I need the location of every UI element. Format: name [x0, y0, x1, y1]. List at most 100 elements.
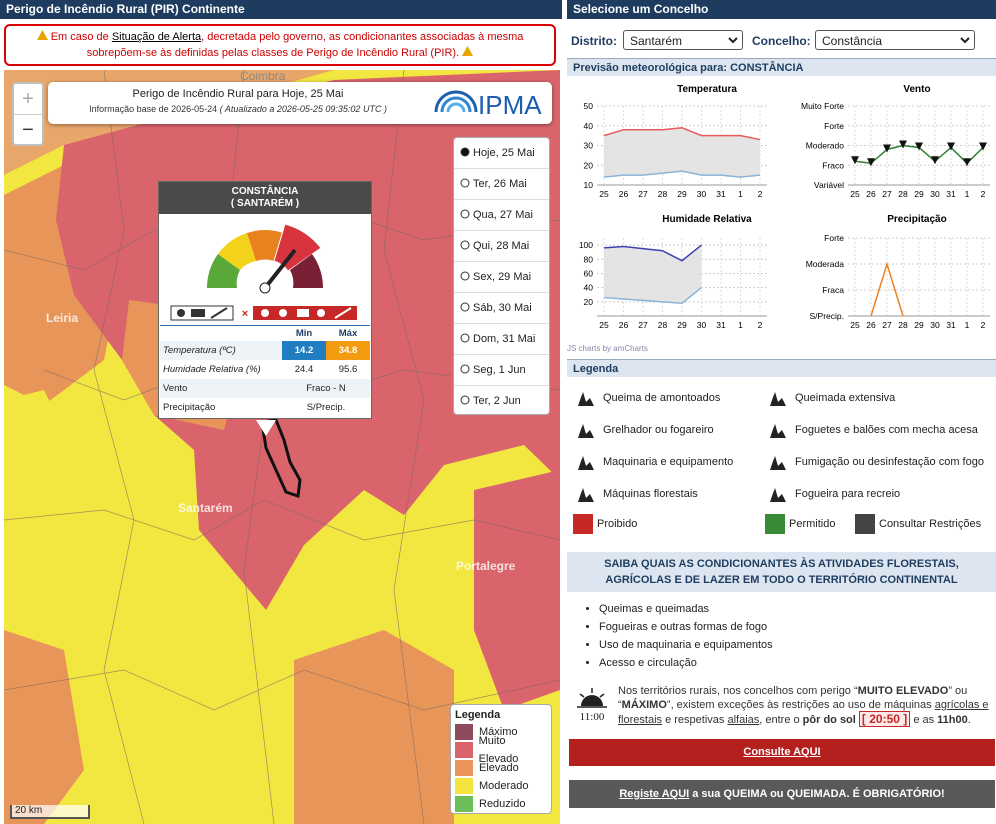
- x-tick-label: 26: [619, 320, 629, 330]
- info-text: Nos territórios rurais, nos concelhos co…: [618, 684, 992, 727]
- info-text-part: , entre o: [759, 714, 803, 726]
- region: [4, 390, 84, 540]
- y-tick-label: Forte: [824, 233, 844, 243]
- x-tick-label: 30: [930, 189, 940, 199]
- info-text-part: ”, existem exceções às restrições ao uso…: [666, 699, 935, 711]
- popup: CONSTÂNCIA( SANTARÉM ) × Min Máx Temperatu…: [158, 181, 372, 419]
- zoom-out[interactable]: −: [22, 119, 34, 141]
- y-tick-label: 100: [579, 240, 593, 250]
- register-button[interactable]: Registe AQUI a sua QUEIMA ou QUEIMADA. É…: [569, 780, 995, 808]
- popup-name: CONSTÂNCIA: [231, 186, 299, 197]
- zoom-control: + −: [12, 82, 44, 146]
- radio: [460, 209, 470, 219]
- day-label: Seg, 1 Jun: [473, 364, 526, 376]
- day-option[interactable]: Dom, 31 Mai: [454, 324, 549, 355]
- day-option[interactable]: Qua, 27 Mai: [454, 200, 549, 231]
- y-tick-label: 20: [584, 297, 594, 307]
- radio: [460, 240, 470, 250]
- selected-county[interactable]: [260, 418, 302, 499]
- day-option[interactable]: Ter, 2 Jun: [454, 386, 549, 417]
- y-tick-label: Moderada: [806, 259, 845, 269]
- alert-link[interactable]: Situação de Alerta: [111, 31, 202, 43]
- y-tick-label: Forte: [824, 121, 844, 131]
- radio-circle: [460, 240, 470, 250]
- legend-icon: [578, 456, 594, 470]
- icon-shape: [770, 424, 786, 438]
- day-label: Dom, 31 Mai: [473, 333, 536, 345]
- icon-shape: [578, 456, 594, 470]
- legend-label: Fumigação ou desinfestação com fogo: [795, 456, 984, 468]
- day-option[interactable]: Qui, 28 Mai: [454, 231, 549, 262]
- zoom-in[interactable]: +: [14, 84, 42, 115]
- day-option[interactable]: Seg, 1 Jun: [454, 355, 549, 386]
- x-tick-label: 1: [965, 320, 970, 330]
- x-tick-label: 27: [882, 189, 892, 199]
- day-option[interactable]: Ter, 26 Mai: [454, 169, 549, 200]
- day-label: Qua, 27 Mai: [473, 209, 533, 221]
- info-base: Informação base de 2026-05-24 ( Atualiza…: [48, 104, 428, 114]
- register-link[interactable]: Registe AQUI: [619, 788, 690, 800]
- legend-swatch: [455, 778, 473, 794]
- radio: [460, 333, 470, 343]
- map-scale: 20 km: [10, 805, 90, 819]
- icon-shape: [578, 424, 594, 438]
- wind-marker: [867, 158, 875, 167]
- info-text-part: e as: [910, 714, 938, 726]
- legend-swatch: [455, 760, 473, 776]
- chart-title: Temperatura: [677, 84, 737, 95]
- radio-circle: [460, 364, 470, 374]
- county-select[interactable]: Constância: [815, 30, 975, 50]
- status-swatch: [855, 514, 875, 534]
- radio: [460, 302, 470, 312]
- legend-header: Legenda: [567, 359, 996, 377]
- series-line: [603, 170, 761, 178]
- icon-shape: [770, 488, 786, 502]
- legend-swatch: [455, 742, 473, 758]
- popup-head-row: Min Máx: [160, 326, 370, 342]
- day-option[interactable]: Sex, 29 Mai: [454, 262, 549, 293]
- popup-row: Vento Fraco - N: [160, 379, 370, 398]
- x-tick-label: 26: [866, 320, 876, 330]
- x-tick-label: 2: [758, 320, 763, 330]
- alert-text: Em caso de: [50, 31, 112, 43]
- info-updated: ( Atualizado a 2026-05-25 09:35:02 UTC ): [219, 104, 387, 114]
- x-tick-label: 28: [898, 320, 908, 330]
- x-tick-label: 30: [930, 320, 940, 330]
- info-title: SAIBA QUAIS AS CONDICIONANTES ÀS ATIVIDA…: [567, 552, 996, 592]
- mini-chart: Humidade Relativa 20 40 60 80 100 25 26 27 28 29 30…: [579, 214, 767, 330]
- legend-label: Moderado: [479, 780, 529, 792]
- day-option[interactable]: Hoje, 25 Mai: [454, 138, 549, 169]
- x-tick-label: 27: [638, 320, 648, 330]
- status-label: Proibido: [597, 518, 638, 530]
- day-label: Sex, 29 Mai: [473, 271, 532, 283]
- y-tick-label: Variável: [814, 180, 844, 190]
- x-tick-label: 25: [599, 189, 609, 199]
- y-tick-label: 80: [584, 254, 594, 264]
- y-tick-label: Muito Forte: [801, 101, 844, 111]
- min-value: 24.4: [294, 364, 314, 375]
- y-tick-label: 60: [584, 268, 594, 278]
- sunset-icon: [577, 688, 607, 708]
- radio: [460, 271, 470, 281]
- y-tick-label: 40: [584, 121, 594, 131]
- county-value: Constância: [822, 34, 883, 48]
- gauge: ×: [170, 223, 357, 321]
- row-label: Humidade Relativa (%): [163, 364, 261, 375]
- day-option[interactable]: Sáb, 30 Mai: [454, 293, 549, 324]
- row-label: Precipitação: [163, 402, 216, 413]
- chevron: [960, 37, 970, 44]
- bullet: Fogueiras e outras formas de fogo: [599, 618, 996, 636]
- status-label: Consultar Restrições: [879, 518, 982, 530]
- y-tick-label: 30: [584, 141, 594, 151]
- district-select[interactable]: Santarém: [623, 30, 743, 50]
- x-tick-label: 1: [738, 189, 743, 199]
- left-header: Perigo de Incêndio Rural (PIR) Continent…: [0, 0, 562, 19]
- series-line: [603, 287, 702, 305]
- radio-circle: [460, 178, 470, 188]
- x-tick-label: 29: [914, 189, 924, 199]
- radio: [460, 395, 470, 405]
- radio-circle: [460, 209, 470, 219]
- alert-text: , decretada pelo governo, as condicionan…: [86, 31, 524, 59]
- consult-button[interactable]: Consulte AQUI: [569, 739, 995, 766]
- legend-swatch: [455, 724, 473, 740]
